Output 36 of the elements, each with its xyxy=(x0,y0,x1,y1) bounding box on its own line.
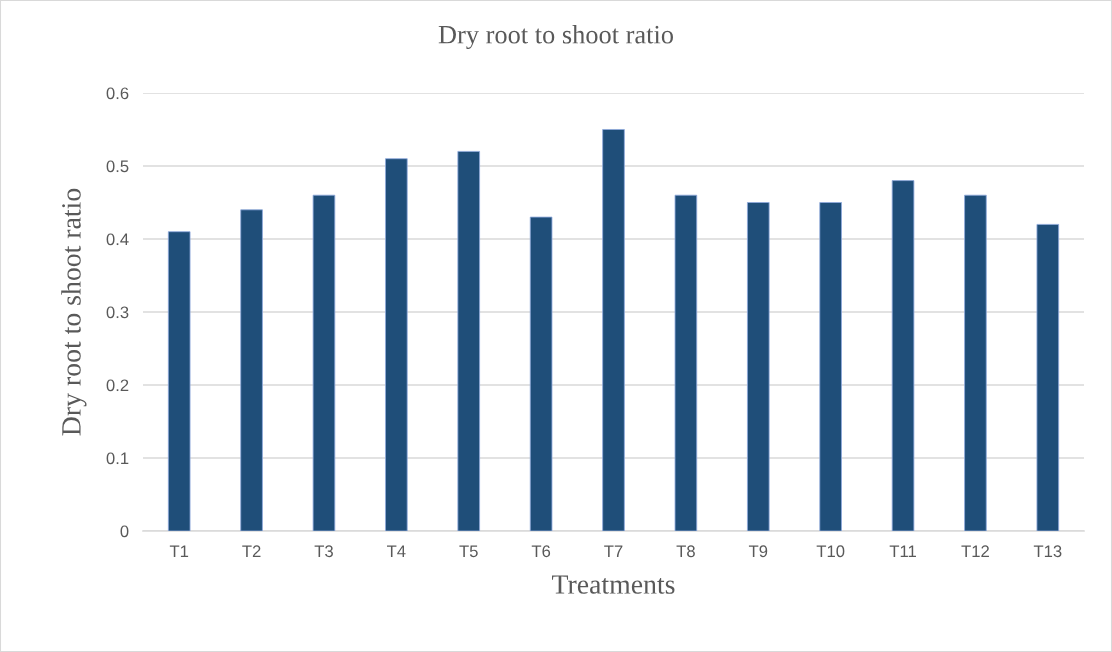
bar xyxy=(1036,223,1060,531)
x-tick-label: T8 xyxy=(676,545,695,558)
y-tick-label: 0.2 xyxy=(106,379,129,392)
y-tick-label: 0 xyxy=(120,525,129,538)
x-tick-label: T4 xyxy=(387,545,406,557)
x-tick-label: T3 xyxy=(314,545,333,558)
x-tick-label: T6 xyxy=(531,545,551,558)
bar xyxy=(457,150,481,531)
x-tick-label: T10 xyxy=(816,545,845,558)
bar xyxy=(819,202,842,531)
y-tick-label: 0.5 xyxy=(106,160,129,173)
y-tick-label: 0.1 xyxy=(106,452,129,465)
bar xyxy=(964,194,987,531)
x-tick-label: T7 xyxy=(604,545,623,557)
bar xyxy=(240,209,263,531)
bar xyxy=(167,231,191,531)
x-tick-label: T13 xyxy=(1033,545,1062,558)
x-tick-label: T12 xyxy=(961,545,989,557)
x-tick-label: T1 xyxy=(169,545,189,557)
x-tick-label: T5 xyxy=(459,545,478,558)
bar xyxy=(529,216,553,531)
x-tick-label: T2 xyxy=(242,545,261,557)
x-tick-label: T11 xyxy=(889,545,916,557)
bar xyxy=(385,158,408,531)
bar xyxy=(891,180,915,531)
y-tick-label: 0.4 xyxy=(106,233,129,246)
x-tick-label: T9 xyxy=(748,545,768,558)
y-tick-label: 0.6 xyxy=(106,87,129,100)
bar xyxy=(312,194,336,531)
bar xyxy=(674,194,698,531)
y-axis-title: Dry root to shoot ratio xyxy=(61,188,87,436)
bar xyxy=(746,202,770,531)
chart-title: Dry root to shoot ratio xyxy=(438,25,673,49)
bar xyxy=(602,129,625,531)
x-axis-title: Treatments xyxy=(552,575,675,594)
y-tick-label: 0.3 xyxy=(106,306,129,319)
